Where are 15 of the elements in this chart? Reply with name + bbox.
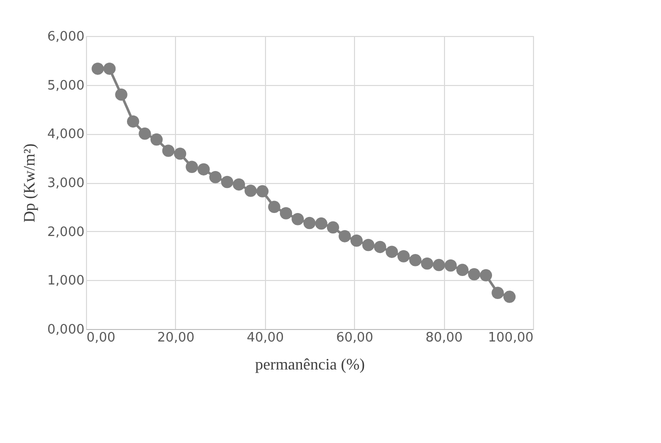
y-tick-label: 6,000 [47,30,84,44]
x-tick-label: 100,00 [488,330,534,346]
y-axis-title: Dp (Kw/m²) [21,143,38,223]
x-axis-title: permanência (%) [255,356,365,374]
y-tick-label: 4,000 [47,127,84,142]
x-tick-label: 20,00 [157,330,195,346]
y-tick-label: 5,000 [47,78,84,94]
x-tick-label: 0,00 [86,330,116,346]
x-tick-label: 60,00 [336,330,374,346]
y-tick-label: 2,000 [47,224,84,240]
x-tick-label: 40,00 [246,330,284,346]
y-tick-label: 0,000 [47,322,84,338]
y-tick-label: 1,000 [47,274,84,289]
y-tick-label: 3,000 [47,176,84,191]
x-tick-label: 80,00 [425,330,463,346]
